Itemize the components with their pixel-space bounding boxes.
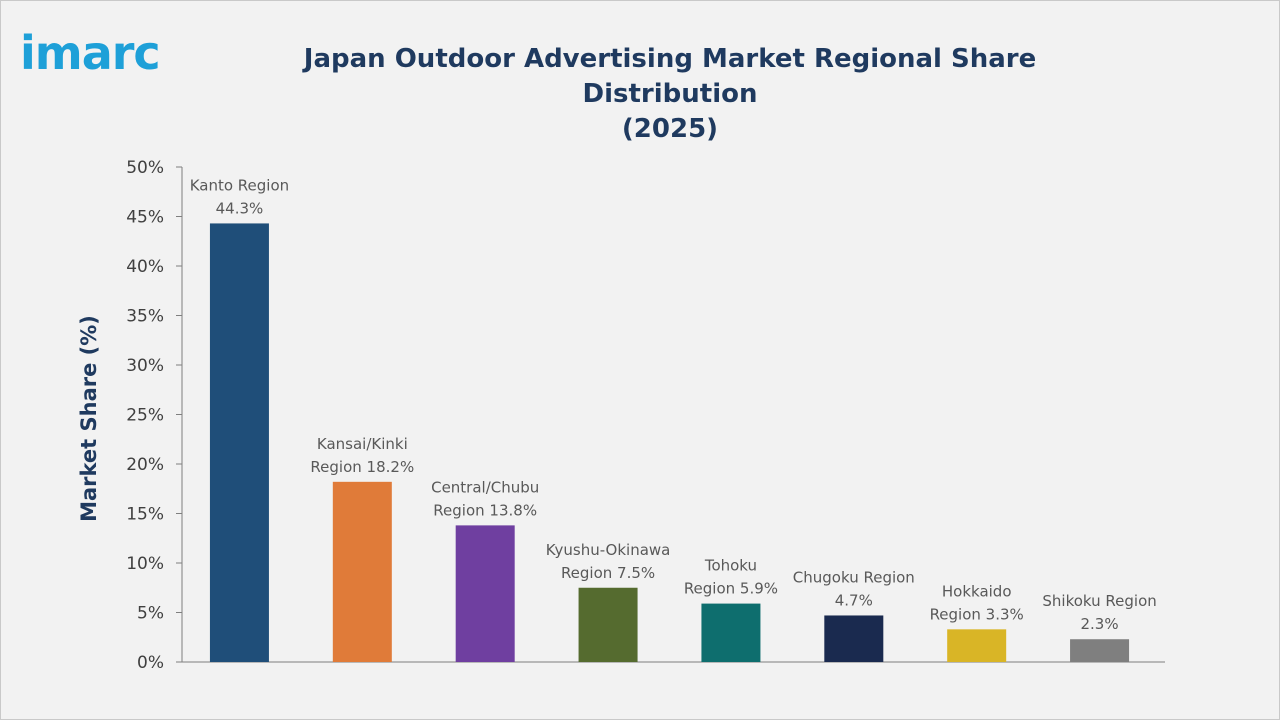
data-label: Region 7.5%	[561, 564, 655, 582]
y-tick-label: 20%	[126, 455, 164, 475]
data-label: 44.3%	[216, 199, 264, 217]
y-tick-label: 35%	[126, 307, 164, 327]
data-label: Region 18.2%	[310, 458, 414, 476]
bar	[947, 629, 1007, 662]
y-tick-label: 10%	[126, 554, 164, 574]
bar	[455, 525, 515, 662]
data-label: Tohoku	[704, 557, 757, 575]
data-label: Kyushu-Okinawa	[546, 541, 671, 559]
chart-title-line-2: (2025)	[621, 114, 719, 144]
data-label: Region 3.3%	[930, 605, 1024, 623]
y-axis-title: Market Share (%)	[77, 315, 101, 522]
data-label: 2.3%	[1081, 615, 1119, 633]
bar	[701, 603, 761, 662]
y-tick-label: 40%	[126, 257, 164, 277]
data-label: Kanto Region	[190, 176, 289, 194]
chart-title: Japan Outdoor Advertising Market Regiona…	[250, 42, 1090, 147]
y-tick-label: 15%	[126, 505, 164, 525]
data-label: Chugoku Region	[793, 568, 915, 586]
data-label: Region 13.8%	[433, 501, 537, 519]
y-tick-label: 50%	[126, 158, 164, 178]
data-label: Shikoku Region	[1042, 592, 1156, 610]
bar	[332, 481, 392, 662]
chart-title-line-1: Japan Outdoor Advertising Market Regiona…	[303, 44, 1037, 109]
data-label: Kansai/Kinki	[317, 435, 408, 453]
y-tick-label: 0%	[137, 653, 164, 673]
data-label: Hokkaido	[942, 582, 1012, 600]
y-tick-label: 5%	[137, 604, 164, 624]
bar	[824, 615, 884, 662]
data-label: Region 5.9%	[684, 580, 778, 598]
y-tick-label: 25%	[126, 406, 164, 426]
data-label: Central/Chubu	[431, 478, 539, 496]
bar	[1070, 639, 1130, 662]
data-label: 4.7%	[835, 591, 873, 609]
bar	[209, 223, 269, 662]
bar	[578, 587, 638, 662]
y-tick-label: 45%	[126, 208, 164, 228]
y-tick-label: 30%	[126, 356, 164, 376]
imarc-logo: imarc	[20, 26, 161, 80]
